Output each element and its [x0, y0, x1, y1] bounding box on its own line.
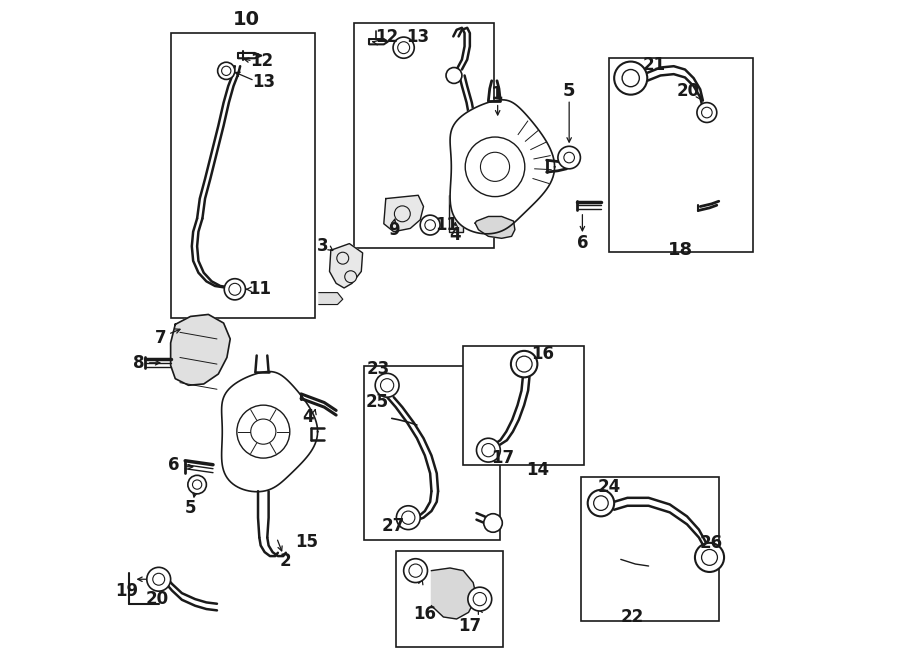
Circle shape [401, 511, 415, 524]
Text: 25: 25 [365, 393, 389, 411]
Circle shape [153, 573, 165, 585]
Circle shape [695, 543, 725, 572]
Text: 20: 20 [146, 590, 169, 608]
Text: 27: 27 [382, 517, 405, 536]
Bar [171, 33, 315, 318]
Circle shape [465, 137, 525, 197]
Circle shape [404, 559, 428, 583]
Circle shape [697, 103, 716, 122]
Circle shape [398, 42, 410, 54]
Polygon shape [383, 195, 424, 232]
Text: 21: 21 [643, 56, 665, 74]
Text: 16: 16 [413, 605, 436, 624]
Circle shape [409, 564, 422, 577]
Text: 6: 6 [167, 455, 179, 474]
Bar [449, 195, 464, 232]
Text: 12: 12 [250, 52, 273, 70]
Circle shape [224, 279, 246, 300]
Circle shape [481, 152, 509, 181]
Circle shape [381, 379, 393, 392]
Text: 14: 14 [526, 461, 549, 479]
Circle shape [702, 107, 712, 118]
Circle shape [345, 271, 356, 283]
Text: 23: 23 [367, 360, 390, 379]
Polygon shape [431, 568, 476, 619]
Polygon shape [475, 216, 515, 238]
Text: 4: 4 [302, 408, 313, 426]
Text: 16: 16 [531, 345, 554, 363]
Circle shape [614, 62, 647, 95]
Bar [396, 551, 503, 647]
Circle shape [193, 480, 202, 489]
Circle shape [393, 37, 414, 58]
Circle shape [476, 438, 500, 462]
Text: 17: 17 [491, 449, 515, 467]
Circle shape [482, 444, 495, 457]
Bar [364, 366, 500, 540]
Text: 11: 11 [436, 216, 458, 234]
Circle shape [558, 146, 580, 169]
Text: 19: 19 [115, 582, 139, 600]
Circle shape [147, 567, 171, 591]
Circle shape [511, 351, 537, 377]
Circle shape [473, 592, 486, 606]
Circle shape [420, 215, 440, 235]
Bar [581, 477, 719, 621]
Circle shape [394, 206, 410, 222]
Circle shape [221, 66, 231, 75]
Text: 9: 9 [388, 221, 400, 240]
Text: 10: 10 [232, 11, 259, 29]
Circle shape [702, 549, 717, 565]
Circle shape [446, 68, 462, 83]
Circle shape [396, 506, 420, 530]
Circle shape [564, 152, 574, 163]
Circle shape [468, 587, 491, 611]
Circle shape [588, 490, 614, 516]
Text: 3: 3 [317, 237, 328, 256]
Text: 20: 20 [677, 82, 700, 101]
Text: 8: 8 [133, 354, 145, 372]
Polygon shape [329, 244, 363, 288]
Text: 12: 12 [375, 28, 399, 46]
Text: 22: 22 [620, 608, 643, 626]
Text: 18: 18 [668, 240, 693, 259]
Text: 6: 6 [577, 234, 589, 252]
Text: 13: 13 [252, 73, 274, 91]
Circle shape [237, 405, 290, 458]
Bar [609, 58, 753, 252]
Circle shape [425, 220, 436, 230]
Text: 24: 24 [598, 477, 620, 496]
Text: 17: 17 [458, 616, 482, 635]
Text: 5: 5 [184, 499, 196, 518]
Polygon shape [319, 293, 343, 305]
Circle shape [594, 496, 608, 510]
Polygon shape [221, 371, 318, 492]
Bar [354, 23, 494, 248]
Text: 1: 1 [491, 85, 504, 103]
Circle shape [218, 62, 235, 79]
Text: 4: 4 [449, 226, 461, 244]
Bar [464, 346, 584, 465]
Text: 7: 7 [155, 328, 166, 347]
Text: 26: 26 [700, 534, 723, 552]
Text: 11: 11 [248, 280, 271, 299]
Circle shape [375, 373, 399, 397]
Polygon shape [450, 100, 554, 234]
Text: 15: 15 [295, 532, 318, 551]
Text: 2: 2 [280, 552, 292, 571]
Circle shape [484, 514, 502, 532]
Circle shape [188, 475, 206, 494]
Text: 5: 5 [562, 81, 575, 100]
Circle shape [337, 252, 348, 264]
Polygon shape [171, 314, 230, 385]
Circle shape [251, 419, 276, 444]
Circle shape [517, 356, 532, 372]
Circle shape [229, 283, 241, 295]
Text: 13: 13 [407, 28, 430, 46]
Circle shape [622, 70, 639, 87]
